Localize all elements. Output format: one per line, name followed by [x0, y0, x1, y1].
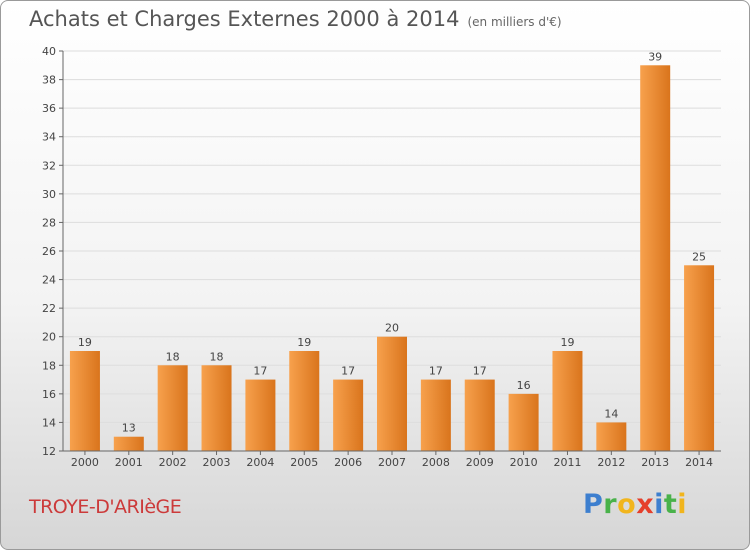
- chart-subtitle: (en milliers d'€): [467, 15, 562, 29]
- bar-2002: [157, 365, 188, 451]
- x-tick-label: 2014: [685, 456, 713, 469]
- data-label-2006: 17: [341, 365, 355, 378]
- y-tick-label: 28: [42, 216, 56, 229]
- data-label-2004: 17: [253, 365, 267, 378]
- bar-2006: [333, 379, 364, 451]
- bar-2000: [69, 351, 100, 451]
- y-tick-label: 12: [42, 445, 56, 458]
- data-label-2005: 19: [297, 336, 311, 349]
- y-tick-label: 20: [42, 331, 56, 344]
- y-tick-label: 36: [42, 102, 56, 115]
- data-label-2014: 25: [692, 250, 706, 263]
- bar-2012: [596, 422, 627, 451]
- bar-2013: [640, 65, 671, 452]
- bar-2014: [684, 265, 715, 451]
- data-label-2011: 19: [560, 336, 574, 349]
- bar-2010: [508, 393, 539, 451]
- brand-letter: r: [603, 489, 618, 520]
- data-label-2012: 14: [604, 407, 618, 420]
- x-tick-label: 2010: [510, 456, 538, 469]
- bar-2007: [377, 336, 407, 451]
- town-name: TROYE-D'ARIèGE: [29, 496, 182, 518]
- bar-2001: [113, 436, 144, 451]
- y-tick-label: 26: [42, 245, 56, 258]
- y-tick-label: 14: [42, 416, 56, 429]
- data-label-2001: 13: [122, 422, 136, 435]
- data-label-2003: 18: [210, 350, 224, 363]
- x-tick-label: 2013: [641, 456, 669, 469]
- brand-letter: P: [583, 489, 604, 520]
- data-label-2000: 19: [78, 336, 92, 349]
- y-tick-label: 22: [42, 302, 56, 315]
- brand-letter: o: [617, 489, 637, 520]
- data-label-2007: 20: [385, 322, 399, 335]
- data-label-2013: 39: [648, 50, 662, 63]
- chart-title-text: Achats et Charges Externes 2000 à 2014: [29, 7, 460, 31]
- data-label-2009: 17: [473, 365, 487, 378]
- data-label-2008: 17: [429, 365, 443, 378]
- x-tick-label: 2009: [466, 456, 494, 469]
- brand-letter: t: [663, 489, 678, 520]
- bar-2008: [420, 379, 451, 451]
- y-tick-label: 30: [42, 188, 56, 201]
- bar-2011: [552, 351, 583, 451]
- brand-letter: i: [677, 489, 688, 520]
- data-label-2002: 18: [166, 350, 180, 363]
- x-tick-label: 2005: [290, 456, 318, 469]
- data-label-2010: 16: [517, 379, 531, 392]
- chart-title: Achats et Charges Externes 2000 à 2014 (e…: [29, 7, 562, 31]
- y-tick-label: 24: [42, 274, 56, 287]
- bar-2003: [201, 365, 232, 451]
- x-tick-label: 2006: [334, 456, 362, 469]
- y-tick-label: 16: [42, 388, 56, 401]
- x-tick-label: 2000: [71, 456, 99, 469]
- brand-logo: Proxiti: [583, 489, 687, 520]
- x-tick-label: 2004: [246, 456, 274, 469]
- bar-2005: [289, 351, 320, 451]
- brand-letter: x: [636, 489, 655, 520]
- x-tick-label: 2002: [159, 456, 187, 469]
- y-tick-label: 38: [42, 74, 56, 87]
- axes: [59, 50, 721, 455]
- x-tick-label: 2003: [203, 456, 231, 469]
- x-tick-label: 2012: [597, 456, 625, 469]
- bars: [69, 65, 715, 452]
- bar-2009: [464, 379, 495, 451]
- bar-2004: [245, 379, 276, 451]
- brand-letter: i: [654, 489, 664, 520]
- y-tick-label: 34: [42, 131, 56, 144]
- y-tick-label: 18: [42, 359, 56, 372]
- x-tick-label: 2008: [422, 456, 450, 469]
- x-tick-label: 2001: [115, 456, 143, 469]
- x-tick-label: 2007: [378, 456, 406, 469]
- x-tick-label: 2011: [553, 456, 581, 469]
- y-tick-label: 32: [42, 159, 56, 172]
- labels: 12 14 16 18 20 22 24 26 28 30 32 34 36 38 40 19 2000 13 20…: [42, 45, 713, 469]
- y-tick-label: 40: [42, 45, 56, 58]
